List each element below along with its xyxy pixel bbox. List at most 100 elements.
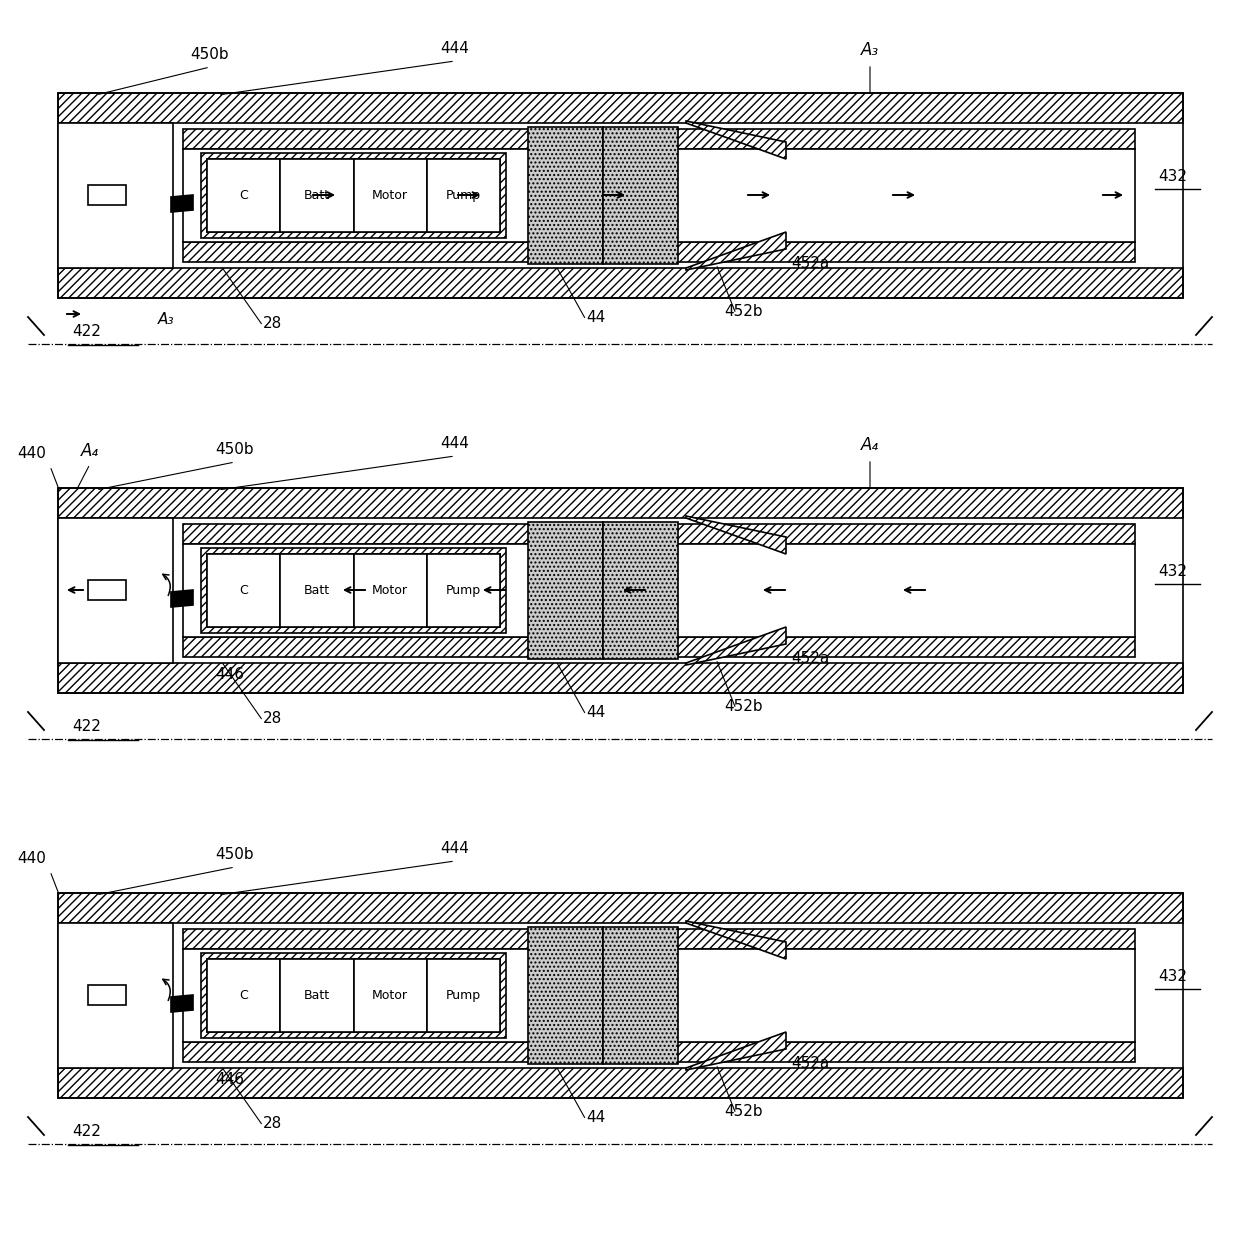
Text: 452a: 452a — [791, 1056, 830, 1071]
Polygon shape — [171, 994, 193, 1012]
Bar — [207, 159, 280, 232]
Bar — [184, 929, 1135, 949]
Text: 432: 432 — [1158, 169, 1187, 184]
Bar — [58, 268, 1183, 298]
Bar — [528, 927, 603, 1063]
Bar — [427, 554, 500, 627]
Text: Batt: Batt — [304, 584, 330, 597]
Bar — [280, 159, 353, 232]
Polygon shape — [686, 515, 786, 554]
Bar — [353, 554, 427, 627]
Bar — [58, 663, 1183, 693]
Bar — [88, 984, 126, 1004]
Bar — [58, 488, 1183, 518]
Text: C: C — [239, 584, 248, 597]
Polygon shape — [686, 627, 786, 665]
Text: Motor: Motor — [372, 584, 408, 597]
Bar — [427, 159, 500, 232]
Bar — [88, 581, 126, 599]
Text: 44: 44 — [587, 1110, 605, 1125]
Bar — [58, 893, 1183, 923]
Text: Pump: Pump — [446, 189, 481, 202]
Bar — [280, 959, 353, 1032]
Bar — [184, 149, 1135, 242]
Text: 452b: 452b — [724, 1104, 763, 1119]
Bar — [184, 544, 1135, 637]
Text: 452a: 452a — [791, 256, 830, 271]
Bar — [603, 127, 678, 265]
Bar — [201, 548, 506, 633]
Text: 422: 422 — [72, 324, 100, 339]
Bar — [207, 959, 280, 1032]
Text: 432: 432 — [1158, 564, 1187, 579]
Bar — [184, 129, 1135, 149]
Bar — [528, 127, 603, 265]
Bar — [207, 554, 280, 627]
Text: 432: 432 — [1158, 969, 1187, 984]
Text: C: C — [239, 989, 248, 1002]
Bar — [207, 554, 500, 627]
Bar — [58, 923, 174, 1068]
Text: A₄: A₄ — [81, 441, 99, 460]
Bar — [201, 153, 506, 238]
Text: Pump: Pump — [446, 989, 481, 1002]
Text: 28: 28 — [263, 316, 283, 331]
Bar — [207, 159, 500, 232]
Bar — [427, 959, 500, 1032]
Bar — [184, 1042, 1135, 1062]
Polygon shape — [171, 589, 193, 607]
Text: C: C — [239, 189, 248, 202]
Text: A₃: A₃ — [157, 312, 175, 327]
Bar — [280, 554, 353, 627]
Text: 44: 44 — [587, 705, 605, 720]
Text: 452a: 452a — [791, 651, 830, 666]
Bar — [58, 1068, 1183, 1099]
Bar — [603, 522, 678, 660]
Bar — [353, 159, 427, 232]
Bar — [528, 522, 603, 660]
Text: Batt: Batt — [304, 189, 330, 202]
Text: 450b: 450b — [191, 46, 229, 61]
Bar — [184, 949, 1135, 1042]
Polygon shape — [171, 196, 193, 212]
Bar — [184, 637, 1135, 657]
Bar — [603, 927, 678, 1063]
Text: 440: 440 — [17, 446, 46, 461]
Text: 422: 422 — [72, 1124, 100, 1139]
Bar — [184, 242, 1135, 262]
Text: Motor: Motor — [372, 989, 408, 1002]
Text: Batt: Batt — [304, 989, 330, 1002]
Polygon shape — [686, 232, 786, 270]
Text: Pump: Pump — [446, 584, 481, 597]
Bar — [58, 93, 1183, 298]
Bar — [58, 93, 1183, 123]
Bar — [201, 953, 506, 1038]
Text: 28: 28 — [263, 1116, 283, 1131]
Text: A₄: A₄ — [861, 436, 879, 454]
Text: 444: 444 — [440, 841, 470, 856]
Bar — [58, 518, 174, 663]
Text: 444: 444 — [440, 436, 470, 451]
Text: 440: 440 — [17, 851, 46, 867]
Text: 450b: 450b — [216, 846, 254, 861]
Text: Motor: Motor — [372, 189, 408, 202]
Text: 446: 446 — [215, 667, 244, 682]
Bar — [353, 959, 427, 1032]
Text: 444: 444 — [440, 41, 470, 56]
Polygon shape — [686, 1032, 786, 1070]
Bar — [88, 186, 126, 204]
Bar — [58, 488, 1183, 693]
Text: 446: 446 — [215, 1072, 244, 1087]
Bar — [58, 123, 174, 268]
Text: 44: 44 — [587, 310, 605, 325]
Bar — [184, 524, 1135, 544]
Bar — [207, 959, 500, 1032]
Text: 422: 422 — [72, 719, 100, 734]
Text: A₃: A₃ — [861, 41, 879, 59]
Polygon shape — [686, 920, 786, 959]
Text: 452b: 452b — [724, 698, 763, 714]
Polygon shape — [686, 120, 786, 159]
Text: 28: 28 — [263, 711, 283, 726]
Bar — [58, 893, 1183, 1099]
Text: 450b: 450b — [216, 441, 254, 456]
